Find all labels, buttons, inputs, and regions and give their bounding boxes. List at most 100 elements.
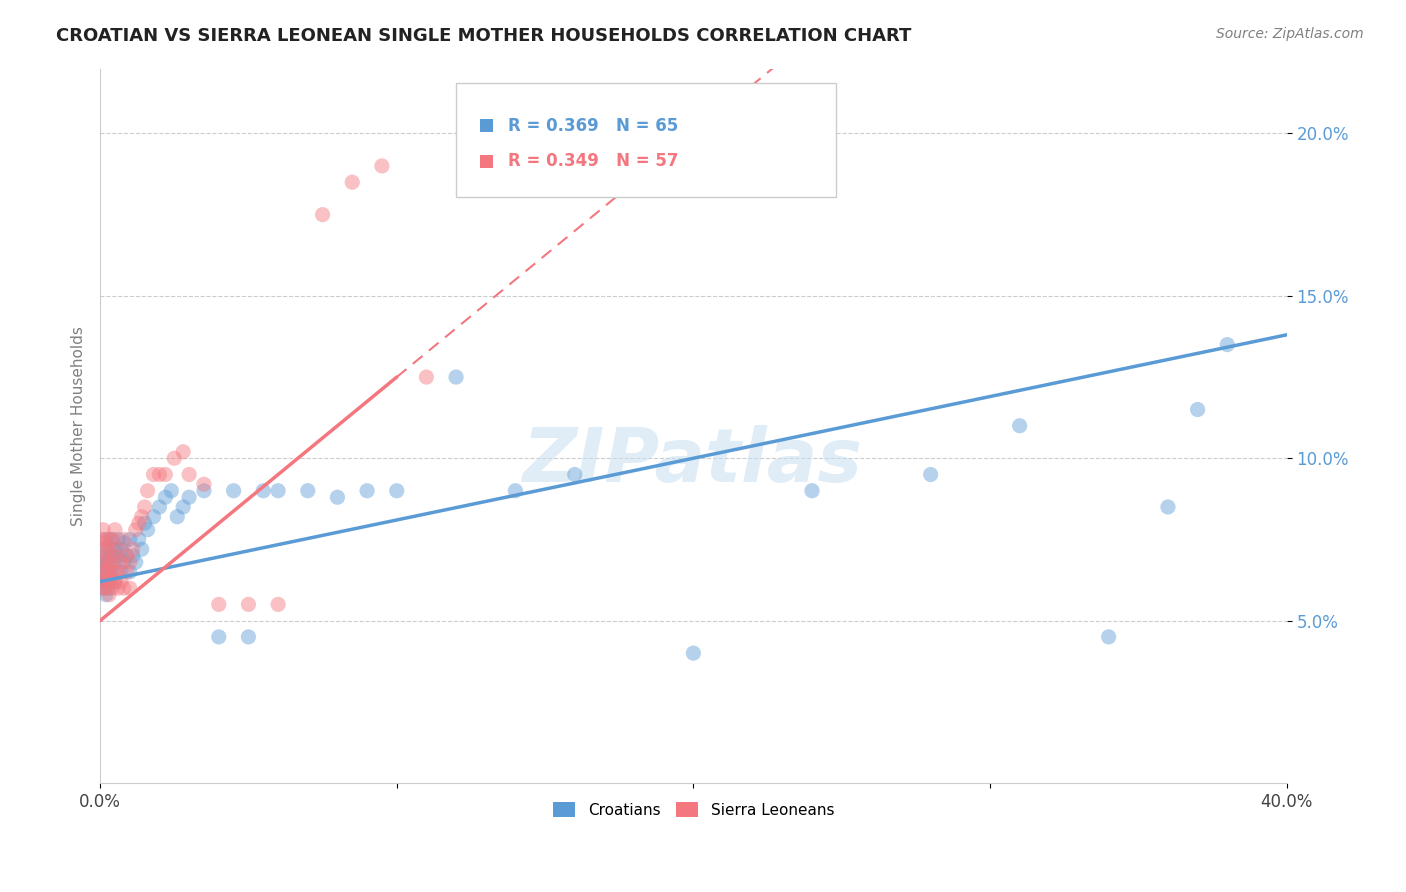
- Point: [118, 533, 141, 547]
- Point: [1097, 630, 1119, 644]
- Point: [94, 533, 117, 547]
- Point: [131, 509, 153, 524]
- Point: [94, 588, 117, 602]
- Point: [142, 467, 165, 482]
- Point: [128, 516, 150, 531]
- Point: [128, 533, 150, 547]
- Point: [107, 581, 129, 595]
- Point: [682, 646, 704, 660]
- Point: [98, 555, 121, 569]
- Point: [91, 555, 114, 569]
- Point: [91, 581, 114, 595]
- Point: [1216, 337, 1239, 351]
- Text: CROATIAN VS SIERRA LEONEAN SINGLE MOTHER HOUSEHOLDS CORRELATION CHART: CROATIAN VS SIERRA LEONEAN SINGLE MOTHER…: [56, 27, 911, 45]
- Point: [91, 568, 114, 582]
- Point: [125, 523, 148, 537]
- Point: [297, 483, 319, 498]
- Point: [101, 533, 124, 547]
- Point: [1157, 500, 1180, 514]
- Point: [94, 565, 117, 579]
- Point: [179, 490, 201, 504]
- Point: [112, 535, 135, 549]
- Point: [160, 483, 183, 498]
- Point: [91, 533, 114, 547]
- Point: [98, 565, 121, 579]
- Point: [121, 549, 143, 563]
- Point: [98, 542, 121, 557]
- Point: [94, 555, 117, 569]
- Point: [98, 581, 121, 595]
- Point: [91, 565, 114, 579]
- Point: [267, 483, 290, 498]
- Point: [101, 565, 124, 579]
- Y-axis label: Single Mother Households: Single Mother Households: [72, 326, 86, 525]
- Point: [564, 467, 586, 482]
- Point: [104, 574, 127, 589]
- Point: [115, 565, 138, 579]
- Point: [115, 549, 138, 563]
- Point: [155, 490, 177, 504]
- Point: [148, 500, 170, 514]
- Point: [148, 467, 170, 482]
- Point: [166, 509, 188, 524]
- Point: [110, 574, 132, 589]
- Point: [91, 523, 114, 537]
- Point: [91, 581, 114, 595]
- Point: [356, 483, 378, 498]
- Point: [104, 549, 127, 563]
- Point: [94, 562, 117, 576]
- Point: [98, 565, 121, 579]
- Text: R = 0.369   N = 65: R = 0.369 N = 65: [508, 117, 678, 135]
- Point: [115, 549, 138, 563]
- Point: [208, 630, 231, 644]
- Point: [193, 477, 215, 491]
- Point: [125, 555, 148, 569]
- Point: [118, 581, 141, 595]
- Point: [104, 523, 127, 537]
- Point: [94, 581, 117, 595]
- Point: [172, 500, 194, 514]
- Point: [121, 542, 143, 557]
- Point: [311, 208, 333, 222]
- Point: [172, 444, 194, 458]
- Point: [371, 159, 394, 173]
- Point: [112, 555, 135, 569]
- Point: [98, 588, 121, 602]
- Point: [208, 598, 231, 612]
- Point: [94, 574, 117, 589]
- Point: [104, 555, 127, 569]
- Point: [101, 555, 124, 569]
- Point: [1008, 418, 1031, 433]
- Point: [505, 483, 527, 498]
- Point: [91, 549, 114, 563]
- Point: [136, 523, 159, 537]
- Point: [94, 535, 117, 549]
- Point: [193, 483, 215, 498]
- Point: [107, 542, 129, 557]
- Point: [252, 483, 274, 498]
- Point: [920, 467, 942, 482]
- Point: [134, 500, 156, 514]
- Point: [801, 483, 824, 498]
- Text: R = 0.349   N = 57: R = 0.349 N = 57: [508, 153, 678, 170]
- Point: [385, 483, 408, 498]
- Point: [104, 565, 127, 579]
- Point: [101, 549, 124, 563]
- Point: [110, 542, 132, 557]
- Point: [101, 533, 124, 547]
- Point: [107, 533, 129, 547]
- Point: [118, 555, 141, 569]
- Point: [142, 509, 165, 524]
- Point: [107, 565, 129, 579]
- Point: [98, 555, 121, 569]
- Point: [222, 483, 245, 498]
- Point: [91, 574, 114, 589]
- Point: [98, 574, 121, 589]
- Point: [238, 630, 260, 644]
- Point: [91, 574, 114, 589]
- Point: [110, 565, 132, 579]
- Point: [267, 598, 290, 612]
- Point: [1187, 402, 1209, 417]
- Bar: [479, 120, 494, 132]
- FancyBboxPatch shape: [456, 83, 835, 197]
